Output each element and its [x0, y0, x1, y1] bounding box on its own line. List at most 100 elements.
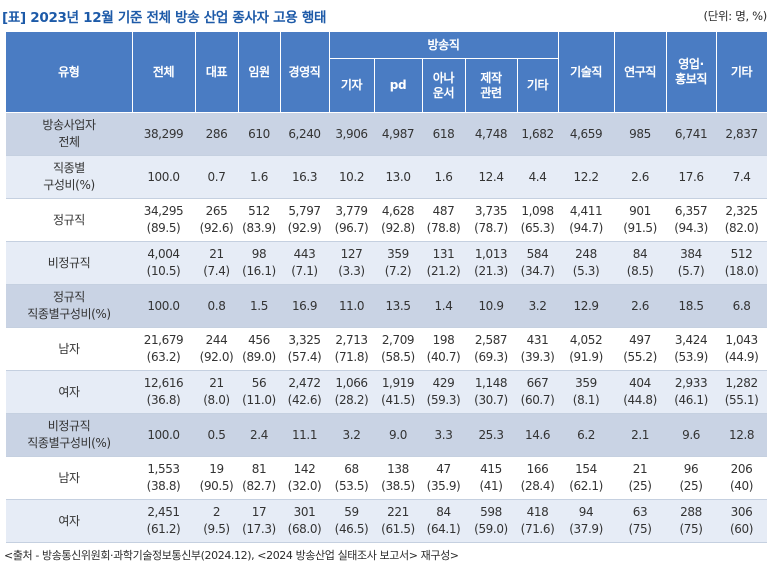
table-cell: 5,797 (92.9) — [280, 198, 329, 242]
row-label: 여자 — [6, 370, 132, 414]
table-cell: 2.6 — [614, 155, 667, 199]
table-cell: 359 (8.1) — [558, 370, 615, 414]
table-cell: 2 (9.5) — [195, 499, 238, 543]
row-label: 정규직 — [6, 198, 132, 242]
table-cell: 244 (92.0) — [195, 327, 238, 371]
table-row: 남자 21,679 (63.2) 244 (92.0) 456 (89.0) 3,325… — [6, 327, 768, 371]
table-cell: 2,587 (69.3) — [465, 327, 517, 371]
table-row: 정규직 34,295 (89.5) 265 (92.6) 512 (83.9) 5,79… — [6, 198, 768, 242]
table-cell: 404 (44.8) — [614, 370, 667, 414]
table-cell: 7.4 — [716, 155, 768, 199]
table-cell: 1,919 (41.5) — [374, 370, 422, 414]
table-cell: 487 (78.8) — [422, 198, 465, 242]
header-announcer: 아나 운서 — [422, 58, 466, 113]
table-cell: 3,735 (78.7) — [465, 198, 517, 242]
employment-table: 유형 전체 대표 임원 경영직 방송직 기술직 연구직 영업· 홍보직 기타 기… — [6, 32, 768, 543]
table-cell: 142 (32.0) — [280, 456, 329, 500]
table-cell: 94 (37.9) — [558, 499, 615, 543]
table-cell: 418 (71.6) — [517, 499, 559, 543]
table-cell: 3,779 (96.7) — [329, 198, 374, 242]
table-cell: 1,282 (55.1) — [716, 370, 768, 414]
table-cell: 68 (53.5) — [329, 456, 374, 500]
table-cell: 1,682 — [517, 112, 559, 156]
table-cell: 11.0 — [329, 284, 374, 328]
table-cell: 2,933 (46.1) — [666, 370, 717, 414]
table-cell: 1,043 (44.9) — [716, 327, 768, 371]
table-cell: 154 (62.1) — [558, 456, 615, 500]
table-cell: 359 (7.2) — [374, 241, 422, 285]
table-cell: 1.6 — [238, 155, 280, 199]
table-row: 여자 2,451 (61.2) 2 (9.5) 17 (17.3) 301 (68.0)… — [6, 499, 768, 543]
table-cell: 47 (35.9) — [422, 456, 465, 500]
table-cell: 17.6 — [666, 155, 717, 199]
row-label: 정규직 직종별구성비(%) — [6, 284, 132, 328]
table-cell: 6,357 (94.3) — [666, 198, 717, 242]
table-cell: 63 (75) — [614, 499, 667, 543]
table-cell: 584 (34.7) — [517, 241, 559, 285]
table-cell: 667 (60.7) — [517, 370, 559, 414]
header-tech: 기술직 — [558, 32, 615, 113]
table-cell: 610 — [238, 112, 280, 156]
table-cell: 3.3 — [422, 413, 465, 457]
table-cell: 306 (60) — [716, 499, 768, 543]
table-cell: 2.4 — [238, 413, 280, 457]
table-cell: 127 (3.3) — [329, 241, 374, 285]
table-cell: 21,679 (63.2) — [132, 327, 195, 371]
table-cell: 2.1 — [614, 413, 667, 457]
table-cell: 0.7 — [195, 155, 238, 199]
table-cell: 21 (25) — [614, 456, 667, 500]
table-cell: 100.0 — [132, 284, 195, 328]
table-cell: 2,713 (71.8) — [329, 327, 374, 371]
table-cell: 4,659 — [558, 112, 615, 156]
table-cell: 16.9 — [280, 284, 329, 328]
table-cell: 286 — [195, 112, 238, 156]
header-type: 유형 — [6, 32, 133, 113]
table-cell: 14.6 — [517, 413, 559, 457]
header-other: 기타 — [716, 32, 768, 113]
table-cell: 1,013 (21.3) — [465, 241, 517, 285]
table-cell: 12,616 (36.8) — [132, 370, 195, 414]
table-cell: 3,906 — [329, 112, 374, 156]
table-cell: 1.5 — [238, 284, 280, 328]
table-cell: 12.4 — [465, 155, 517, 199]
header-research: 연구직 — [614, 32, 667, 113]
table-cell: 198 (40.7) — [422, 327, 465, 371]
table-cell: 100.0 — [132, 155, 195, 199]
row-label: 직종별 구성비(%) — [6, 155, 132, 199]
header-broadcast-other: 기타 — [517, 58, 559, 113]
table-cell: 2,837 — [716, 112, 768, 156]
table-cell: 3.2 — [329, 413, 374, 457]
table-cell: 13.0 — [374, 155, 422, 199]
table-cell: 12.9 — [558, 284, 615, 328]
table-cell: 10.2 — [329, 155, 374, 199]
table-cell: 3,325 (57.4) — [280, 327, 329, 371]
table-cell: 1,098 (65.3) — [517, 198, 559, 242]
table-cell: 288 (75) — [666, 499, 717, 543]
header-total: 전체 — [132, 32, 196, 113]
table-cell: 18.5 — [666, 284, 717, 328]
header-production: 제작 관련 — [465, 58, 518, 113]
table-cell: 2,325 (82.0) — [716, 198, 768, 242]
table-cell: 84 (8.5) — [614, 241, 667, 285]
table-cell: 3.2 — [517, 284, 559, 328]
table-cell: 81 (82.7) — [238, 456, 280, 500]
source-note: <출처 - 방송통신위원회·과학기술정보통신부(2024.12), <2024 … — [4, 549, 459, 562]
table-cell: 221 (61.5) — [374, 499, 422, 543]
table-cell: 4,987 — [374, 112, 422, 156]
table-cell: 6,240 — [280, 112, 329, 156]
table-cell: 2.6 — [614, 284, 667, 328]
table-cell: 59 (46.5) — [329, 499, 374, 543]
table-cell: 25.3 — [465, 413, 517, 457]
table-cell: 0.8 — [195, 284, 238, 328]
table-cell: 6.2 — [558, 413, 615, 457]
table-cell: 4,004 (10.5) — [132, 241, 195, 285]
table-row: 직종별 구성비(%) 100.0 0.7 1.6 16.3 10.2 13.0 1.6 12.4… — [6, 155, 768, 199]
table-cell: 19 (90.5) — [195, 456, 238, 500]
row-label: 방송사업자 전체 — [6, 112, 132, 156]
table-cell: 17 (17.3) — [238, 499, 280, 543]
table-cell: 21 (7.4) — [195, 241, 238, 285]
table-cell: 429 (59.3) — [422, 370, 465, 414]
table-cell: 16.3 — [280, 155, 329, 199]
table-cell: 1,066 (28.2) — [329, 370, 374, 414]
table-cell: 6.8 — [716, 284, 768, 328]
